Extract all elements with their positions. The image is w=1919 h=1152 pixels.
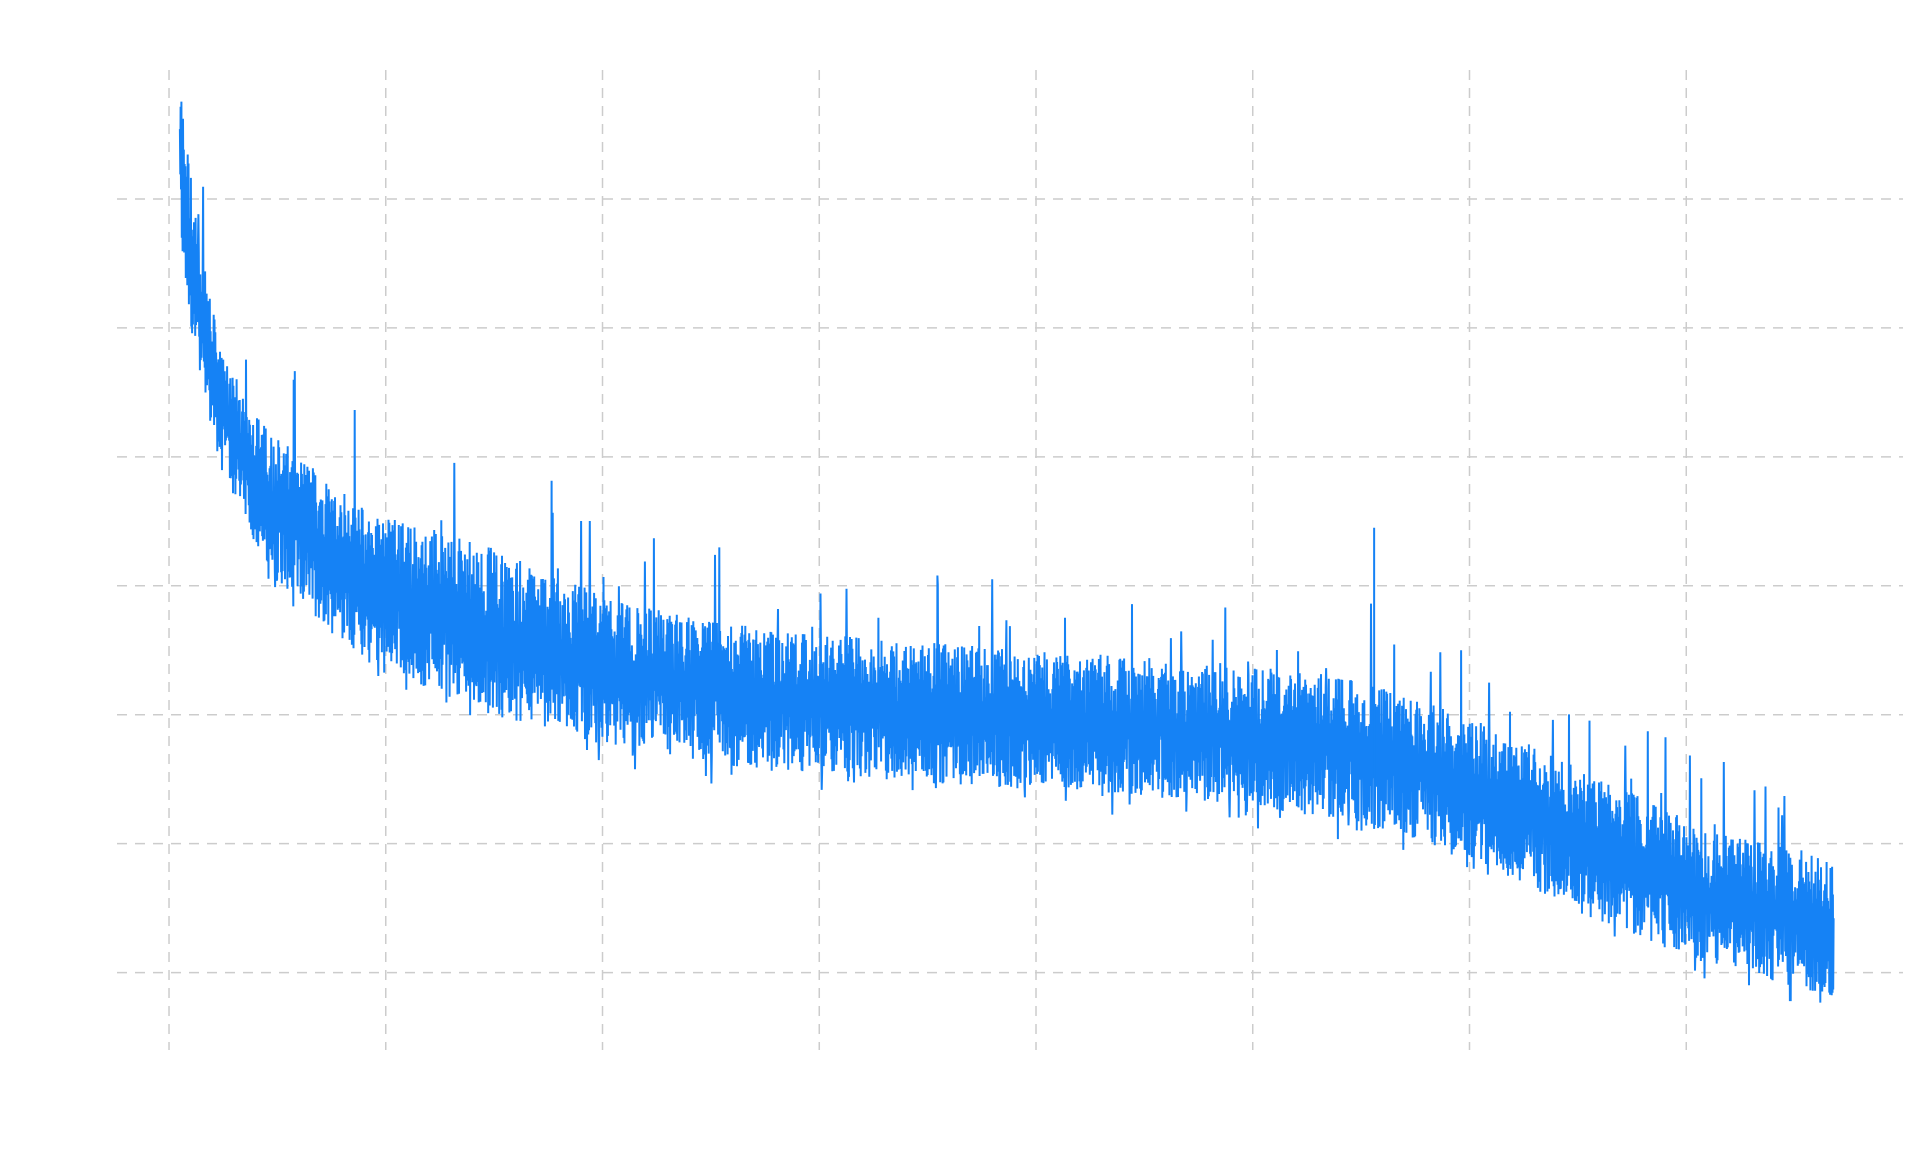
series-line (178, 101, 1835, 1003)
series (178, 101, 1835, 1003)
